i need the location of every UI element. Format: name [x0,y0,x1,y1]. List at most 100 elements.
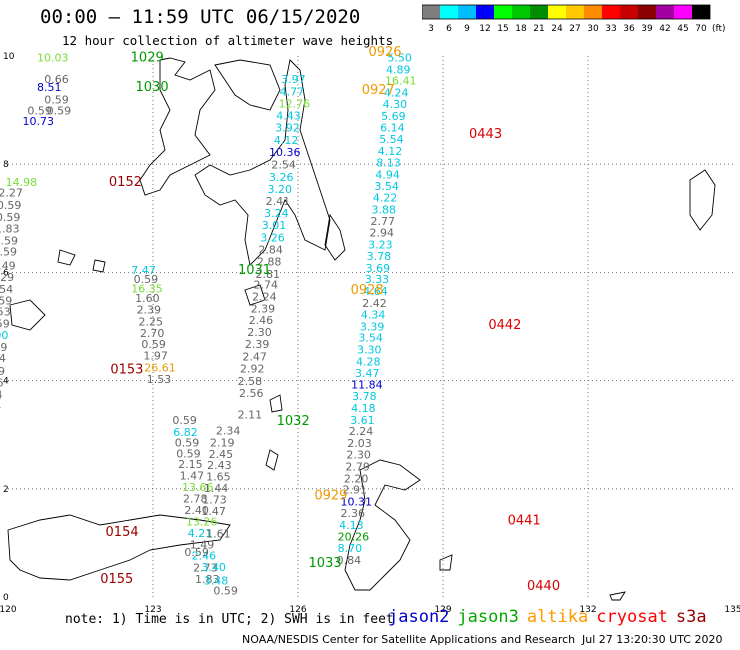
wave-height-value: 3.69 [366,262,391,275]
wave-height-value: 2.46 [192,550,217,563]
wave-height-value: 8.51 [37,81,62,94]
wave-height-value: 1.73 [202,493,227,506]
wave-height-value: 2.45 [209,448,234,461]
wave-height-value: 1.83 [195,573,220,586]
wave-height-value: 4.24 [384,87,409,100]
wave-height-value: 0.59 [0,199,21,212]
track-time-label: 0155 [100,572,133,587]
wave-height-value: 3.33 [365,273,390,286]
wave-height-value: 2.11 [238,408,262,421]
colorbar-swatch [548,5,566,19]
wave-height-value: 5.69 [381,110,406,123]
x-tick-label: 135 [724,605,740,615]
wave-height-value: 0.59 [27,104,52,117]
track-time-label: 0927 [362,83,395,98]
track-time-label: 0154 [106,525,139,540]
wave-height-value: 2.47 [242,351,267,364]
wave-height-value: 2.40 [184,504,209,517]
wave-height-value: 2.19 [210,437,235,450]
wave-height-value: 3.30 [357,344,382,357]
colorbar-swatch [440,5,458,19]
wave-height-value: 1.46 [0,377,4,390]
colorbar-label: 36 [623,24,635,34]
wave-height-value: 2.56 [239,387,263,400]
wave-height-value: 1.60 [135,292,160,305]
colorbar-label: 42 [659,24,670,34]
track-time-label: 0926 [368,45,401,60]
wave-height-value: 2.03 [347,437,372,450]
track-time-label: 1030 [136,80,169,95]
coastline [439,554,453,571]
colorbar-label: 39 [641,24,653,34]
wave-height-value: 4.12 [274,134,299,147]
wave-height-value: 1.83 [0,222,19,235]
wave-height-value: 3.26 [260,232,285,245]
legend-altika: altika [526,607,589,627]
wave-height-value: 2.74 [254,279,278,292]
colorbar-label: 33 [605,24,616,34]
wave-height-value: 3.20 [268,183,293,196]
wave-height-value: 4.43 [276,109,301,122]
wave-height-value: 8.70 [338,542,363,555]
wave-height-value: 5.50 [387,51,412,64]
wave-height-value: 10.31 [341,496,373,509]
wave-height-value: 1.61 [206,527,231,540]
wave-height-value: 0.59 [175,437,200,450]
wave-height-value: 4.89 [386,63,411,76]
wave-height-value: 1.49 [0,260,16,273]
wave-height-value: 2.58 [238,375,262,388]
wave-height-value: 4.94 [375,168,400,181]
x-tick-label: 132 [579,605,596,615]
track-time-label: 0929 [314,489,347,504]
map-title: 00:00 – 11:59 UTC 06/15/2020 [40,6,361,28]
wave-height-value: 0.59 [213,584,238,597]
wave-height-value: 1.44 [204,482,229,495]
track-time-label: 0441 [508,514,541,529]
wave-height-value: 2.73 [193,562,218,575]
wave-height-value: 10.36 [269,146,301,159]
wave-height-value: 3.48 [204,575,229,588]
wave-height-value: 3.92 [275,122,300,135]
wave-height-value: 3.47 [355,367,380,380]
wave-height-value: 3.01 [262,219,287,232]
colorbar-label: 21 [533,24,544,34]
coastline [609,591,626,601]
wave-height-value: 4.30 [383,98,408,111]
coastline [92,259,106,273]
wave-height-value: 0.84 [337,554,362,567]
wave-height-value: 2.43 [207,459,232,472]
wave-height-value: 14.98 [6,176,37,189]
wave-height-value: 2.36 [341,507,366,520]
track-time-label: 0152 [109,175,142,190]
wave-height-value: 7.47 [131,264,156,277]
wave-height-value: 26.61 [144,361,176,374]
wave-height-value: 0.59 [134,273,159,286]
coastline [324,213,346,261]
map-subtitle: 12 hour collection of altimeter wave hei… [62,33,394,48]
wave-height-value: 0.59 [0,341,7,354]
colorbar-swatch [656,5,674,19]
legend-jason2: jason2 [388,607,450,627]
track-time-label: 0153 [110,363,143,378]
wave-height-value: 3.78 [352,390,377,403]
credit-text: NOAA/NESDIS Center for Satellite Applica… [242,633,576,646]
wave-height-value: 0.59 [184,546,209,559]
wave-height-value: 0.59 [47,104,72,117]
colorbar-unit: (ft) [712,24,726,34]
colorbar-swatch [422,5,440,19]
track-time-label: 0443 [469,127,502,142]
x-tick-label: 126 [289,605,306,615]
wave-height-value: 1.54 [0,352,6,365]
colorbar: 3 6 9 12 15 18 21 24 27 30 33 36 39 42 45 70 (ft) [422,4,726,34]
wave-height-value: 2.79 [345,460,370,473]
wave-height-value: 2.39 [245,338,269,351]
wave-height-value: 0.59 [0,318,10,331]
wave-height-value: 13.26 [186,516,218,529]
track-time-label: 1031 [238,263,271,278]
wave-height-value: 0.59 [0,294,12,307]
y-tick-label: 6 [3,268,9,278]
wave-height-value: 4.28 [356,355,381,368]
coastline [244,284,266,306]
coastline [214,59,281,111]
wave-height-value: 16.41 [385,75,417,88]
